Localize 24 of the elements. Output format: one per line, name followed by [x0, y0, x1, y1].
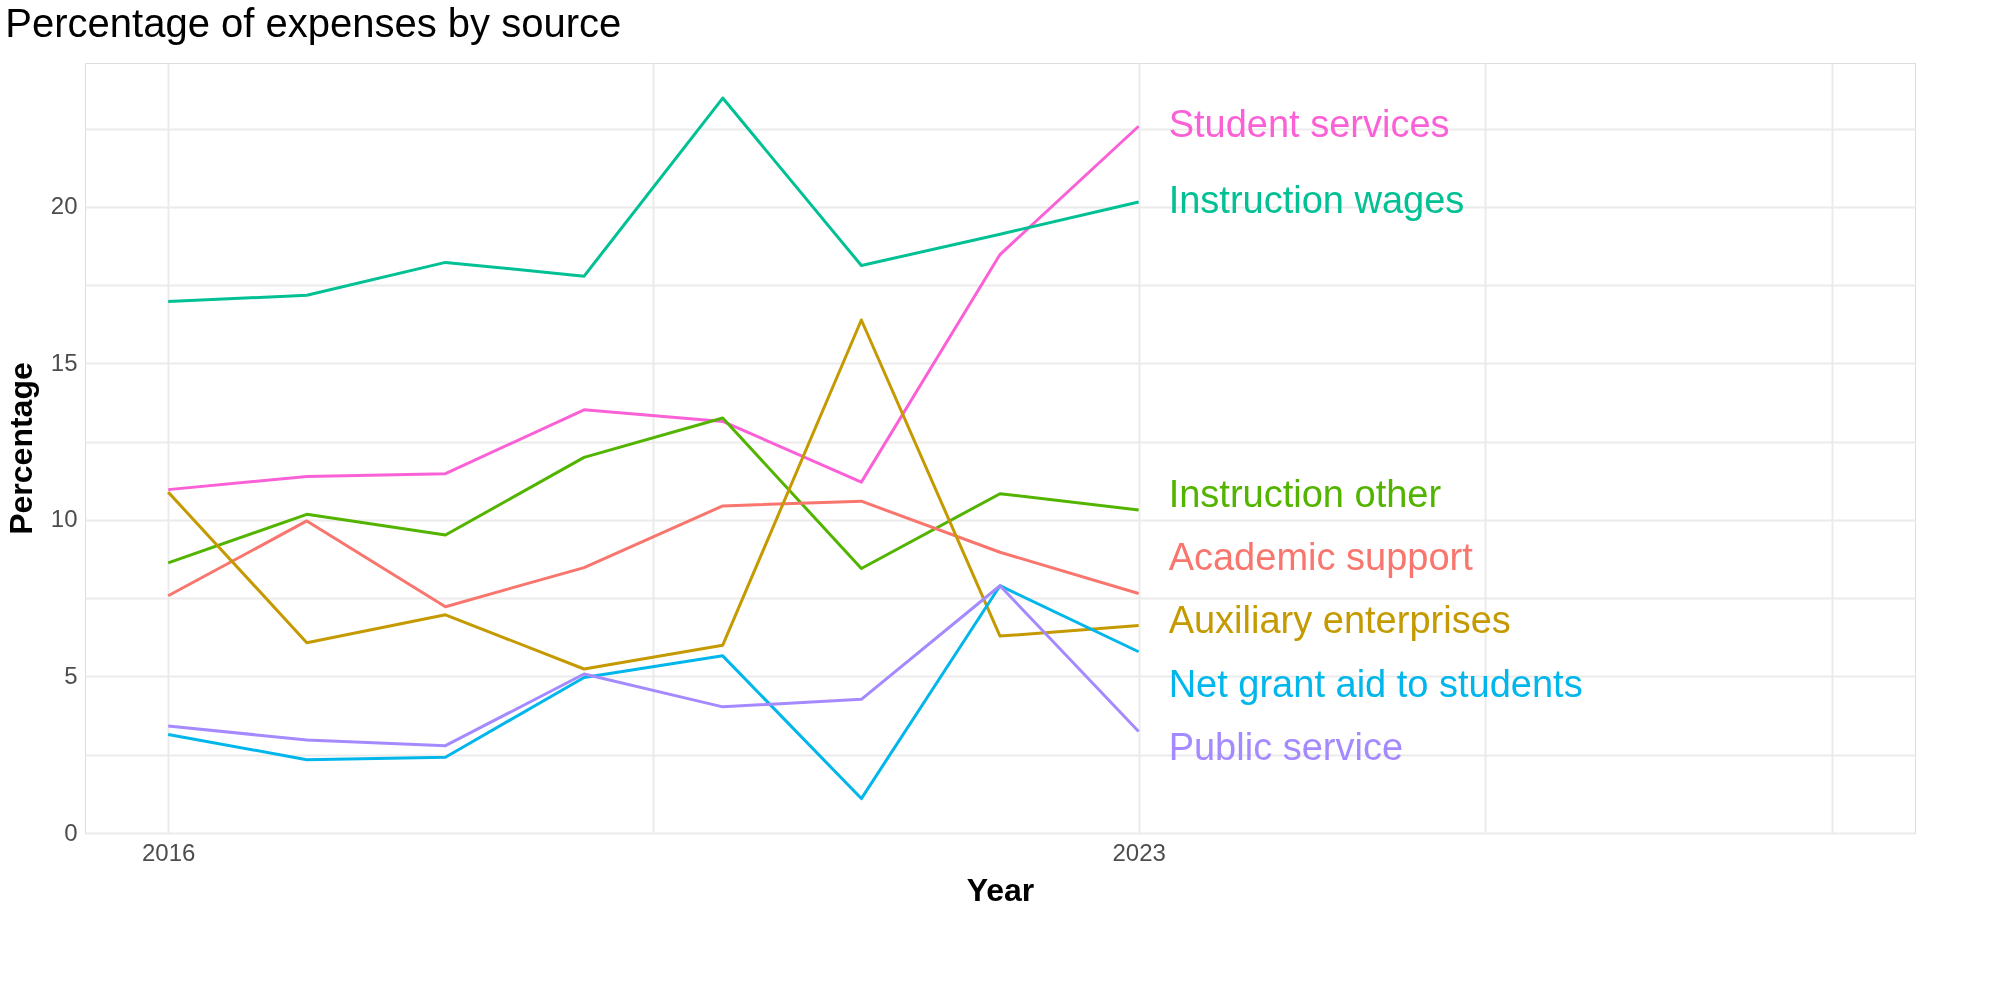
line-series — [166, 416, 1141, 571]
series-label: Instruction other — [1168, 473, 1442, 516]
series-label: Public service — [1168, 725, 1404, 768]
series-label: Student services — [1168, 103, 1450, 146]
line-series — [166, 584, 1141, 748]
series-label: Auxiliary enterprises — [1168, 599, 1511, 642]
series-label: Net grant aid to students — [1168, 662, 1583, 705]
y-tick-label: 20 — [50, 192, 78, 220]
x-tick-label: 2016 — [141, 838, 196, 866]
line-series — [166, 584, 1141, 801]
line-series — [166, 96, 1141, 304]
y-tick-label: 5 — [64, 662, 78, 689]
series-label: Instruction wages — [1168, 178, 1465, 221]
line-series — [166, 124, 1141, 492]
chart-title: Percentage of expenses by source — [5, 1, 622, 45]
line-series — [166, 499, 1141, 609]
line-series — [166, 318, 1141, 671]
y-tick-label: 0 — [64, 818, 78, 846]
y-axis-title: Percentage — [2, 362, 39, 535]
x-axis-title: Year — [966, 871, 1035, 908]
y-tick-label: 15 — [50, 348, 78, 376]
series-label: Academic support — [1168, 536, 1474, 579]
x-tick-label: 2023 — [1112, 838, 1166, 866]
y-tick-label: 10 — [50, 505, 78, 533]
